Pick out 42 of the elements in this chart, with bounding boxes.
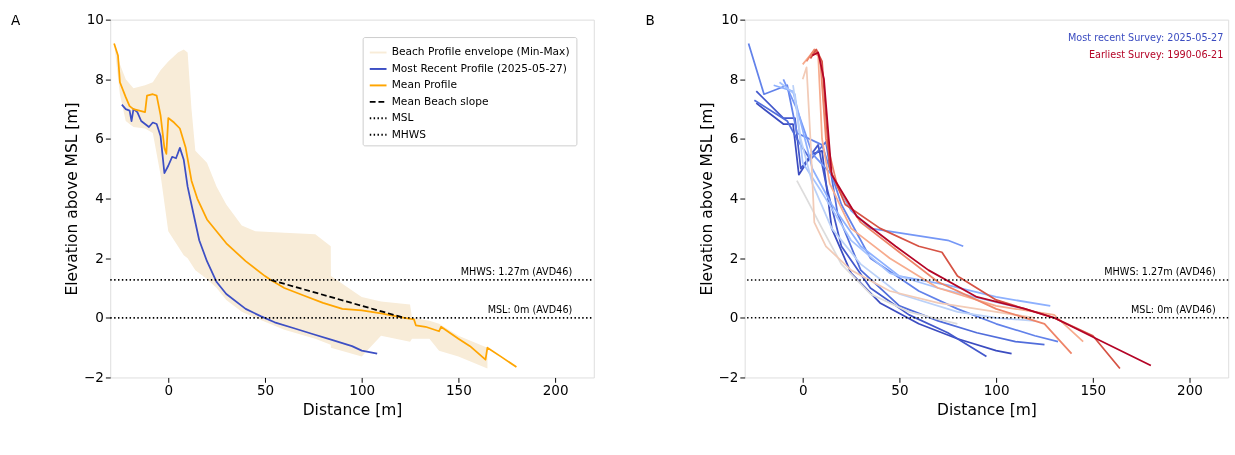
x-axis-title: Distance [m] (302, 400, 403, 419)
legend-label: Most Recent Profile (2025-05-27) (391, 61, 567, 75)
x-tick-label: 200 (1177, 382, 1203, 399)
ref-line-label: MSL: 0m (AVD46) (1131, 304, 1216, 315)
y-tick-label: 0 (95, 309, 104, 326)
x-tick-label: 50 (256, 382, 275, 399)
y-tick-label: 6 (95, 130, 104, 147)
y-tick-label: 0 (729, 309, 739, 326)
legend-label: MHWS (391, 127, 427, 141)
ref-line-label: MHWS: 1.27m (AVD46) (1104, 266, 1216, 278)
y-tick-label: 2 (95, 249, 104, 266)
legend-label: MSL (391, 111, 414, 125)
y-tick-label: −2 (718, 368, 739, 385)
x-tick-label: 100 (349, 382, 376, 399)
y-tick-label: 2 (729, 249, 739, 266)
y-tick-label: 8 (95, 70, 104, 87)
y-tick-label: 4 (95, 189, 104, 206)
y-tick-label: 10 (721, 11, 739, 27)
y-tick-label: 8 (729, 70, 739, 87)
y-tick-label: 4 (729, 189, 739, 206)
x-tick-label: 150 (445, 382, 472, 399)
y-axis-title: Elevation above MSL [m] (697, 102, 716, 296)
annotation: Earliest Survey: 1990-06-21 (1088, 49, 1224, 61)
y-tick-label: 6 (729, 130, 739, 147)
y-tick-label: −2 (84, 368, 104, 385)
x-axis-title: Distance [m] (937, 400, 1037, 419)
x-tick-label: 100 (983, 382, 1010, 399)
annotation: MSL: 0m (AVD46) (487, 304, 573, 315)
chart-title: A (10, 12, 21, 29)
annotation: Most recent Survey: 2025-05-27 (1068, 31, 1224, 43)
x-tick-label: 150 (1080, 382, 1107, 399)
annotation: MHWS: 1.27m (AVD46) (460, 266, 573, 278)
legend-label: Mean Beach slope (391, 94, 489, 108)
legend-label: Beach Profile envelope (Min-Max) (391, 45, 570, 59)
x-tick-label: 0 (798, 382, 808, 399)
x-tick-label: 50 (891, 382, 909, 399)
y-tick-label: 10 (86, 11, 104, 27)
x-tick-label: 200 (542, 382, 569, 399)
y-axis-title: Elevation above MSL [m] (63, 102, 82, 296)
chart-title: B (645, 12, 655, 29)
legend-label: Mean Profile (391, 78, 458, 92)
x-tick-label: 0 (164, 382, 174, 399)
